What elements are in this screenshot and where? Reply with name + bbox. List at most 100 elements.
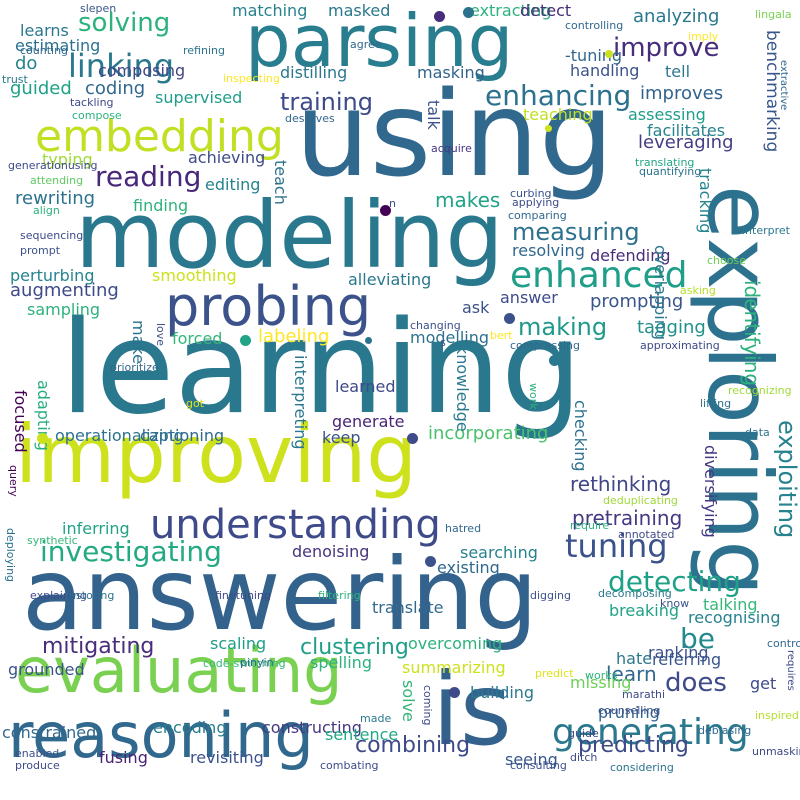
word-perturbing: perturbing (10, 266, 95, 285)
word-inspecting: inspecting (223, 72, 280, 85)
word-masked: masked (328, 1, 391, 20)
word-probing: probing (165, 275, 372, 338)
word-overcoming: overcoming (408, 634, 503, 653)
word-acquire: acquire (431, 142, 472, 155)
word-denoising: denoising (292, 542, 370, 561)
word-encoding: encoding (153, 718, 227, 737)
word-n: n (389, 197, 396, 210)
word-smoothing: smoothing (152, 266, 237, 285)
word-talk: talk (424, 100, 443, 130)
word-filtering: filtering (318, 589, 361, 602)
word-reasoning: reasoning (8, 699, 314, 772)
word-get: get (750, 674, 777, 693)
word-digging: digging (530, 589, 572, 602)
word-modeling: modeling (75, 182, 504, 289)
word-learns: learns (20, 21, 69, 40)
word-inspired: inspired (755, 709, 799, 722)
dot-mark (549, 355, 560, 366)
word-focused: focused (11, 390, 30, 453)
word-debiasing: debiasing (698, 724, 752, 737)
word-revisiting: revisiting (190, 748, 264, 767)
word-assessing: assessing (628, 105, 706, 124)
word-talking: talking (703, 595, 758, 614)
word-controlling: controlling (565, 19, 624, 32)
dot-mark (425, 556, 436, 567)
word-changing: changing (410, 319, 461, 332)
word-captioning: captioning (140, 426, 225, 445)
word-editing: editing (205, 175, 261, 194)
dot-mark (545, 125, 552, 132)
word-pinyin: pinyin (240, 656, 274, 669)
dot-mark (380, 205, 391, 216)
word-extractive: extractive (778, 60, 789, 111)
word-counselling: counselling (598, 704, 661, 717)
word-pruning: pruning (598, 703, 660, 722)
word-handling: handling (570, 61, 640, 80)
word-forced: forced (172, 329, 223, 348)
word-investigating: investigating (40, 535, 222, 568)
word-recognising: recognising (688, 608, 781, 627)
word-ask: ask (462, 298, 490, 317)
word-annotated: annotated (618, 528, 675, 541)
word-labeling: labeling (258, 326, 330, 347)
word-exploiting: exploiting (773, 420, 800, 539)
word-mitigating: mitigating (42, 634, 155, 659)
word-require: require (570, 519, 610, 532)
word-counting: counting (20, 44, 69, 57)
word-know: know (660, 597, 690, 610)
word-scaling: scaling (210, 634, 267, 653)
word-recognizing: recognizing (728, 384, 792, 397)
word-slepen: slepen (80, 2, 117, 15)
word-prompting: prompting (590, 291, 684, 312)
word-sequencing: sequencing (20, 229, 84, 242)
dot-mark (240, 335, 251, 346)
word-tackling: tackling (70, 96, 114, 109)
word-s: s (440, 336, 446, 349)
word-answer: answer (500, 288, 558, 307)
word-lingala: lingala (755, 8, 792, 21)
word-deduplicating: deduplicating (603, 494, 678, 507)
word-evaluating: evaluating (15, 634, 343, 707)
word-query: query (7, 465, 20, 497)
word-does: does (665, 668, 727, 698)
word-missing: missing (570, 673, 632, 692)
word-modelling: modelling (410, 328, 490, 347)
word-combating: combating (320, 759, 379, 772)
word-exploring: exploring (688, 185, 791, 597)
word-interpreting: interpreting (291, 355, 310, 450)
word-translating: translating (635, 156, 695, 169)
dot-mark (449, 687, 460, 698)
word-fusing: fusing (99, 748, 148, 767)
word-checking: checking (571, 400, 590, 472)
word-align: align (33, 204, 60, 217)
word-referring: referring (652, 650, 722, 669)
word-teaching: teaching (523, 105, 593, 124)
word-ditch: ditch (570, 751, 598, 764)
dot-mark (365, 337, 372, 344)
word-marathi: marathi (622, 688, 666, 701)
word-incorporating: incorporating (428, 423, 549, 444)
word-tracking: tracking (696, 168, 715, 234)
word-benchmarking: benchmarking (762, 30, 782, 153)
dot-mark (504, 313, 515, 324)
word-refining: refining (183, 44, 225, 57)
word-is: is (432, 651, 512, 768)
word-compressing: compressing (510, 339, 580, 352)
word-constructing: constructing (262, 718, 362, 737)
word-improving: improving (15, 408, 418, 501)
word-distilling: distilling (280, 63, 348, 82)
word-got: got (186, 397, 205, 410)
word-coding: coding (85, 78, 146, 99)
word-estimating: estimating (15, 36, 101, 55)
word-resolving: resolving (512, 241, 585, 260)
word-solving: solving (78, 8, 171, 38)
word-matching: matching (232, 1, 308, 20)
word-do: do (15, 53, 38, 74)
dot-mark (463, 7, 474, 18)
word-masking: masking (417, 63, 485, 82)
word-interpret: interpret (742, 224, 790, 237)
word-predict: predict (535, 667, 574, 680)
word-quantifying: quantifying (639, 165, 702, 178)
word-choose: choose (707, 254, 746, 267)
